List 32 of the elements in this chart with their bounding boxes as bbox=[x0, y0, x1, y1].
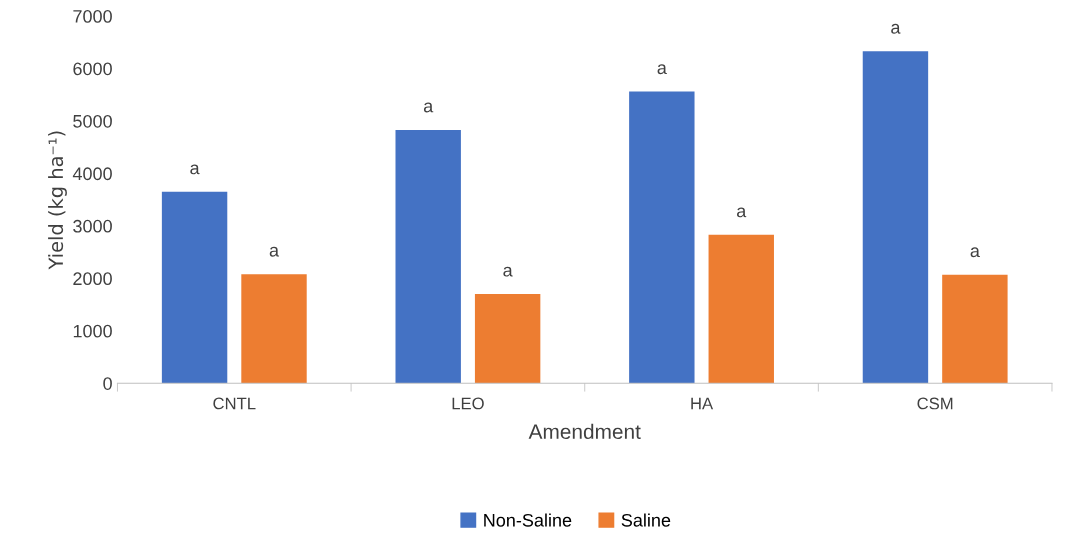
y-axis-title: Yield (kg ha⁻¹) bbox=[48, 131, 67, 270]
annotation: a bbox=[891, 23, 901, 34]
x-tick-label: HA bbox=[691, 397, 714, 410]
x-tick-label: CNTL bbox=[213, 397, 256, 410]
x-tick-label: LEO bbox=[452, 397, 484, 410]
annotation: a bbox=[423, 102, 434, 113]
y-tick-label: 7000 bbox=[73, 10, 112, 23]
bar bbox=[708, 234, 774, 384]
bar bbox=[629, 91, 695, 384]
bar bbox=[862, 51, 929, 384]
annotation: a bbox=[737, 207, 747, 218]
annotation: a bbox=[657, 64, 667, 75]
bar bbox=[161, 191, 228, 384]
bar bbox=[241, 274, 307, 384]
x-tick-label: CSM bbox=[917, 397, 953, 410]
bar bbox=[942, 274, 1008, 384]
y-tick-label: 1000 bbox=[73, 324, 112, 338]
bar bbox=[395, 129, 461, 384]
y-tick-label: 6000 bbox=[73, 62, 112, 76]
annotation: a bbox=[970, 247, 980, 258]
x-axis-title: Amendment bbox=[528, 423, 641, 440]
annotation: a bbox=[503, 266, 513, 277]
y-tick-label: 4000 bbox=[72, 167, 112, 181]
y-tick-label: 0 bbox=[103, 377, 112, 390]
y-tick-label: 3000 bbox=[73, 219, 112, 233]
y-tick-label: 2000 bbox=[73, 272, 112, 286]
annotation: a bbox=[269, 246, 280, 257]
bar bbox=[474, 294, 541, 384]
y-tick-label: 5000 bbox=[73, 114, 112, 128]
legend-label: Saline bbox=[621, 513, 671, 527]
annotation: a bbox=[190, 164, 200, 175]
legend-label: Non-Saline bbox=[484, 513, 572, 527]
